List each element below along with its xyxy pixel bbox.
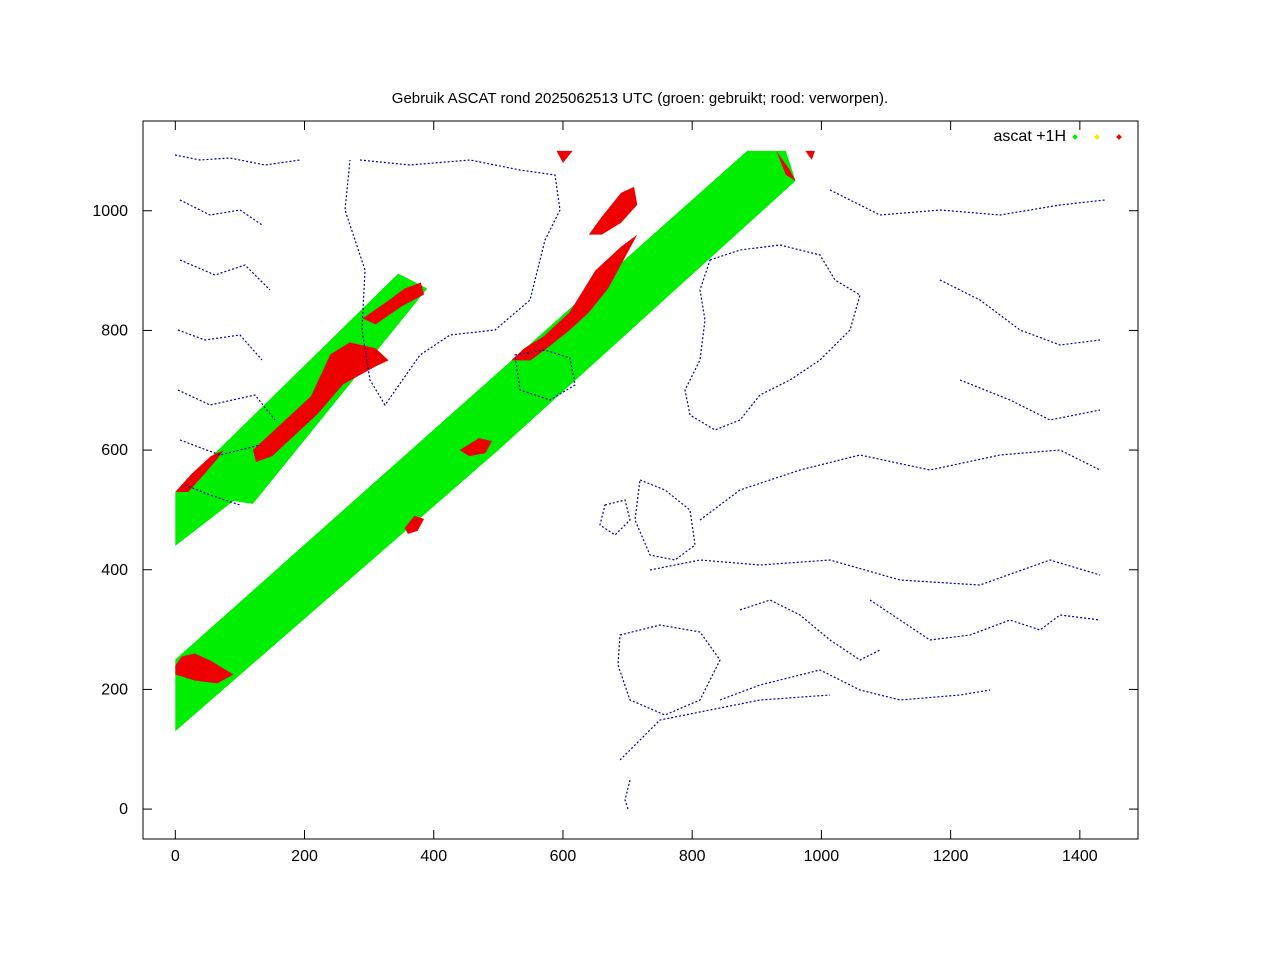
legend-marker-1 bbox=[1072, 134, 1078, 140]
x-tick-label: 1000 bbox=[804, 848, 840, 865]
chart-title: Gebruik ASCAT rond 2025062513 UTC (groen… bbox=[392, 90, 888, 107]
rejected-region-5 bbox=[511, 234, 638, 361]
plot-area bbox=[174, 150, 1106, 810]
x-tick-label: 200 bbox=[291, 848, 318, 865]
x-tick-label: 400 bbox=[420, 848, 447, 865]
x-tick-label: 600 bbox=[550, 848, 577, 865]
coastline-10 bbox=[617, 624, 721, 716]
rejected-region-1 bbox=[175, 653, 234, 684]
x-tick-label: 0 bbox=[171, 848, 180, 865]
x-axis: 0 200 400 600 800 1000 1200 1400 bbox=[171, 121, 1098, 865]
y-tick-label: 400 bbox=[101, 562, 128, 579]
coastline-16 bbox=[959, 379, 1101, 421]
legend-marker-2 bbox=[1094, 134, 1100, 140]
rejected-region-10 bbox=[776, 150, 796, 181]
coastline-13 bbox=[869, 599, 1101, 641]
y-axis: 0 200 400 600 800 1000 bbox=[92, 203, 1138, 818]
coastline-15 bbox=[939, 279, 1101, 346]
x-tick-label: 800 bbox=[679, 848, 706, 865]
coastline-7 bbox=[599, 499, 631, 536]
rejected-region-7 bbox=[459, 438, 492, 457]
x-tick-label: 1200 bbox=[933, 848, 969, 865]
y-tick-label: 0 bbox=[119, 801, 128, 818]
legend: ascat +1H bbox=[994, 128, 1122, 145]
coastline-3 bbox=[514, 349, 576, 401]
coastline-17 bbox=[624, 779, 631, 810]
coastline-5 bbox=[829, 189, 1106, 216]
y-tick-label: 800 bbox=[101, 322, 128, 339]
coastline-14 bbox=[619, 694, 831, 761]
coastline-8 bbox=[699, 449, 1101, 521]
coastline-11 bbox=[739, 599, 881, 661]
rejected-region-11 bbox=[805, 150, 815, 160]
rejected-region-8 bbox=[404, 515, 425, 534]
rejected-region-2 bbox=[252, 342, 389, 463]
coastline-layer bbox=[174, 154, 1106, 810]
rejected-region-4 bbox=[175, 450, 224, 492]
y-tick-label: 200 bbox=[101, 681, 128, 698]
x-tick-label: 1400 bbox=[1062, 848, 1098, 865]
rejected-layer bbox=[175, 150, 815, 684]
coastline-2 bbox=[344, 159, 561, 407]
coastline-6 bbox=[634, 479, 696, 561]
rejected-region-9 bbox=[556, 150, 573, 163]
legend-marks bbox=[1072, 134, 1122, 140]
legend-label: ascat +1H bbox=[994, 128, 1066, 145]
coastline-4 bbox=[684, 244, 861, 431]
coastline-1 bbox=[174, 154, 301, 506]
rejected-region-3 bbox=[362, 282, 425, 325]
y-tick-label: 600 bbox=[101, 442, 128, 459]
plot-frame bbox=[142, 120, 1139, 840]
coastline-12 bbox=[719, 669, 991, 701]
y-tick-label: 1000 bbox=[92, 203, 128, 220]
coastline-9 bbox=[649, 559, 1101, 586]
rejected-region-6 bbox=[588, 186, 638, 235]
legend-marker-3 bbox=[1116, 134, 1122, 140]
